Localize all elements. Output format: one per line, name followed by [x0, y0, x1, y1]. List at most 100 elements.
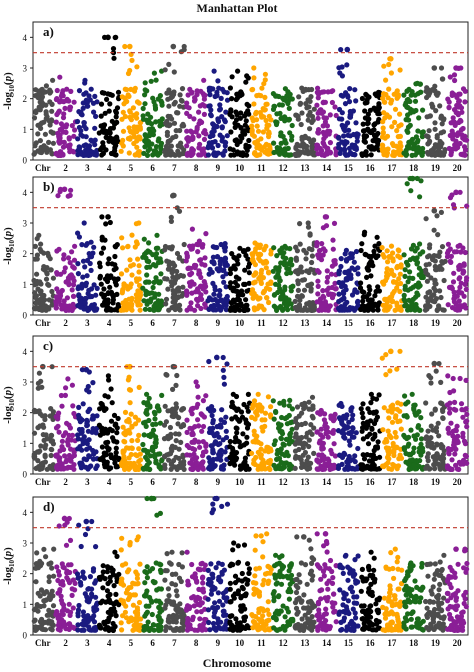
- snp-point: [129, 57, 135, 64]
- top-hit-point: [105, 214, 111, 220]
- snp-point: [267, 144, 273, 151]
- snp-point: [462, 137, 468, 143]
- snp-point: [134, 581, 140, 587]
- snp-point: [253, 109, 259, 115]
- snp-point: [43, 276, 50, 282]
- snp-point: [346, 99, 353, 105]
- snp-point: [245, 264, 252, 270]
- snp-point: [191, 439, 197, 445]
- chromosome-16-points: [358, 391, 383, 472]
- snp-point: [187, 86, 193, 92]
- snp-point: [113, 108, 119, 114]
- snp-point: [303, 87, 309, 93]
- snp-point: [50, 140, 57, 146]
- snp-point: [425, 141, 431, 147]
- snp-point: [463, 377, 469, 383]
- snp-point: [320, 123, 326, 129]
- snp-point: [129, 445, 135, 451]
- snp-point: [140, 285, 146, 291]
- snp-point: [346, 465, 352, 471]
- snp-point: [111, 267, 117, 273]
- chromosome-5-points: [118, 43, 144, 158]
- snp-point: [295, 422, 301, 428]
- snp-point: [195, 594, 201, 601]
- snp-point: [137, 290, 143, 296]
- snp-point: [302, 403, 308, 410]
- snp-point: [80, 440, 86, 447]
- snp-point: [458, 401, 465, 407]
- snp-point: [339, 110, 345, 116]
- snp-point: [251, 428, 257, 434]
- x-tick-label: 3: [85, 638, 90, 648]
- snp-point: [184, 143, 190, 149]
- snp-point: [149, 126, 156, 132]
- y-tick-label: 3: [23, 539, 28, 549]
- y-tick-label: 1: [23, 439, 28, 449]
- snp-point: [124, 587, 131, 593]
- snp-point: [228, 300, 234, 306]
- snp-point: [211, 261, 217, 267]
- snp-point: [438, 294, 444, 301]
- snp-point: [187, 271, 193, 277]
- snp-point: [146, 466, 153, 472]
- snp-point: [196, 586, 202, 593]
- snp-point: [278, 133, 284, 139]
- snp-point: [294, 404, 301, 410]
- snp-point: [388, 243, 395, 249]
- snp-point: [184, 151, 190, 157]
- snp-point: [431, 145, 437, 151]
- snp-point: [338, 47, 344, 53]
- snp-point: [78, 543, 84, 550]
- snp-point: [314, 102, 320, 108]
- snp-point: [404, 151, 410, 158]
- snp-point: [79, 242, 85, 248]
- snp-point: [220, 354, 226, 361]
- snp-point: [66, 621, 73, 627]
- snp-point: [198, 119, 204, 125]
- snp-point: [332, 104, 338, 110]
- x-tick-label: 11: [257, 318, 266, 328]
- snp-point: [49, 438, 56, 444]
- y-axis-title: -log10(p): [2, 72, 16, 110]
- snp-point: [99, 237, 105, 243]
- snp-point: [169, 571, 175, 578]
- snp-point: [438, 445, 445, 451]
- snp-point: [189, 136, 195, 142]
- snp-point: [461, 438, 468, 444]
- snp-point: [162, 67, 168, 73]
- snp-point: [303, 250, 309, 256]
- snp-point: [253, 246, 259, 252]
- snp-point: [82, 151, 88, 157]
- snp-point: [156, 617, 162, 623]
- snp-point: [380, 142, 386, 149]
- snp-point: [159, 102, 165, 108]
- snp-point: [246, 143, 252, 150]
- snp-point: [323, 223, 330, 229]
- snp-point: [103, 298, 109, 304]
- snp-point: [257, 242, 263, 248]
- snp-point: [39, 560, 45, 567]
- snp-point: [386, 415, 392, 421]
- snp-point: [58, 152, 64, 158]
- snp-point: [146, 240, 152, 246]
- chromosome-1-points: [31, 77, 57, 157]
- snp-point: [275, 421, 282, 427]
- top-hit-point: [431, 207, 438, 214]
- snp-point: [251, 75, 257, 81]
- chromosome-15-points: [335, 400, 361, 472]
- y-tick-label: 0: [23, 631, 28, 641]
- snp-point: [104, 588, 110, 594]
- x-tick-label: 18: [409, 638, 419, 648]
- snp-point: [83, 295, 89, 302]
- snp-point: [398, 426, 404, 432]
- snp-point: [263, 243, 269, 249]
- snp-point: [64, 122, 70, 128]
- snp-point: [450, 115, 456, 121]
- snp-point: [382, 135, 388, 141]
- snp-point: [301, 440, 307, 446]
- x-tick-label: 3: [85, 318, 90, 328]
- snp-point: [373, 417, 379, 423]
- snp-point: [320, 288, 326, 294]
- snp-point: [153, 77, 159, 83]
- snp-point: [142, 306, 148, 312]
